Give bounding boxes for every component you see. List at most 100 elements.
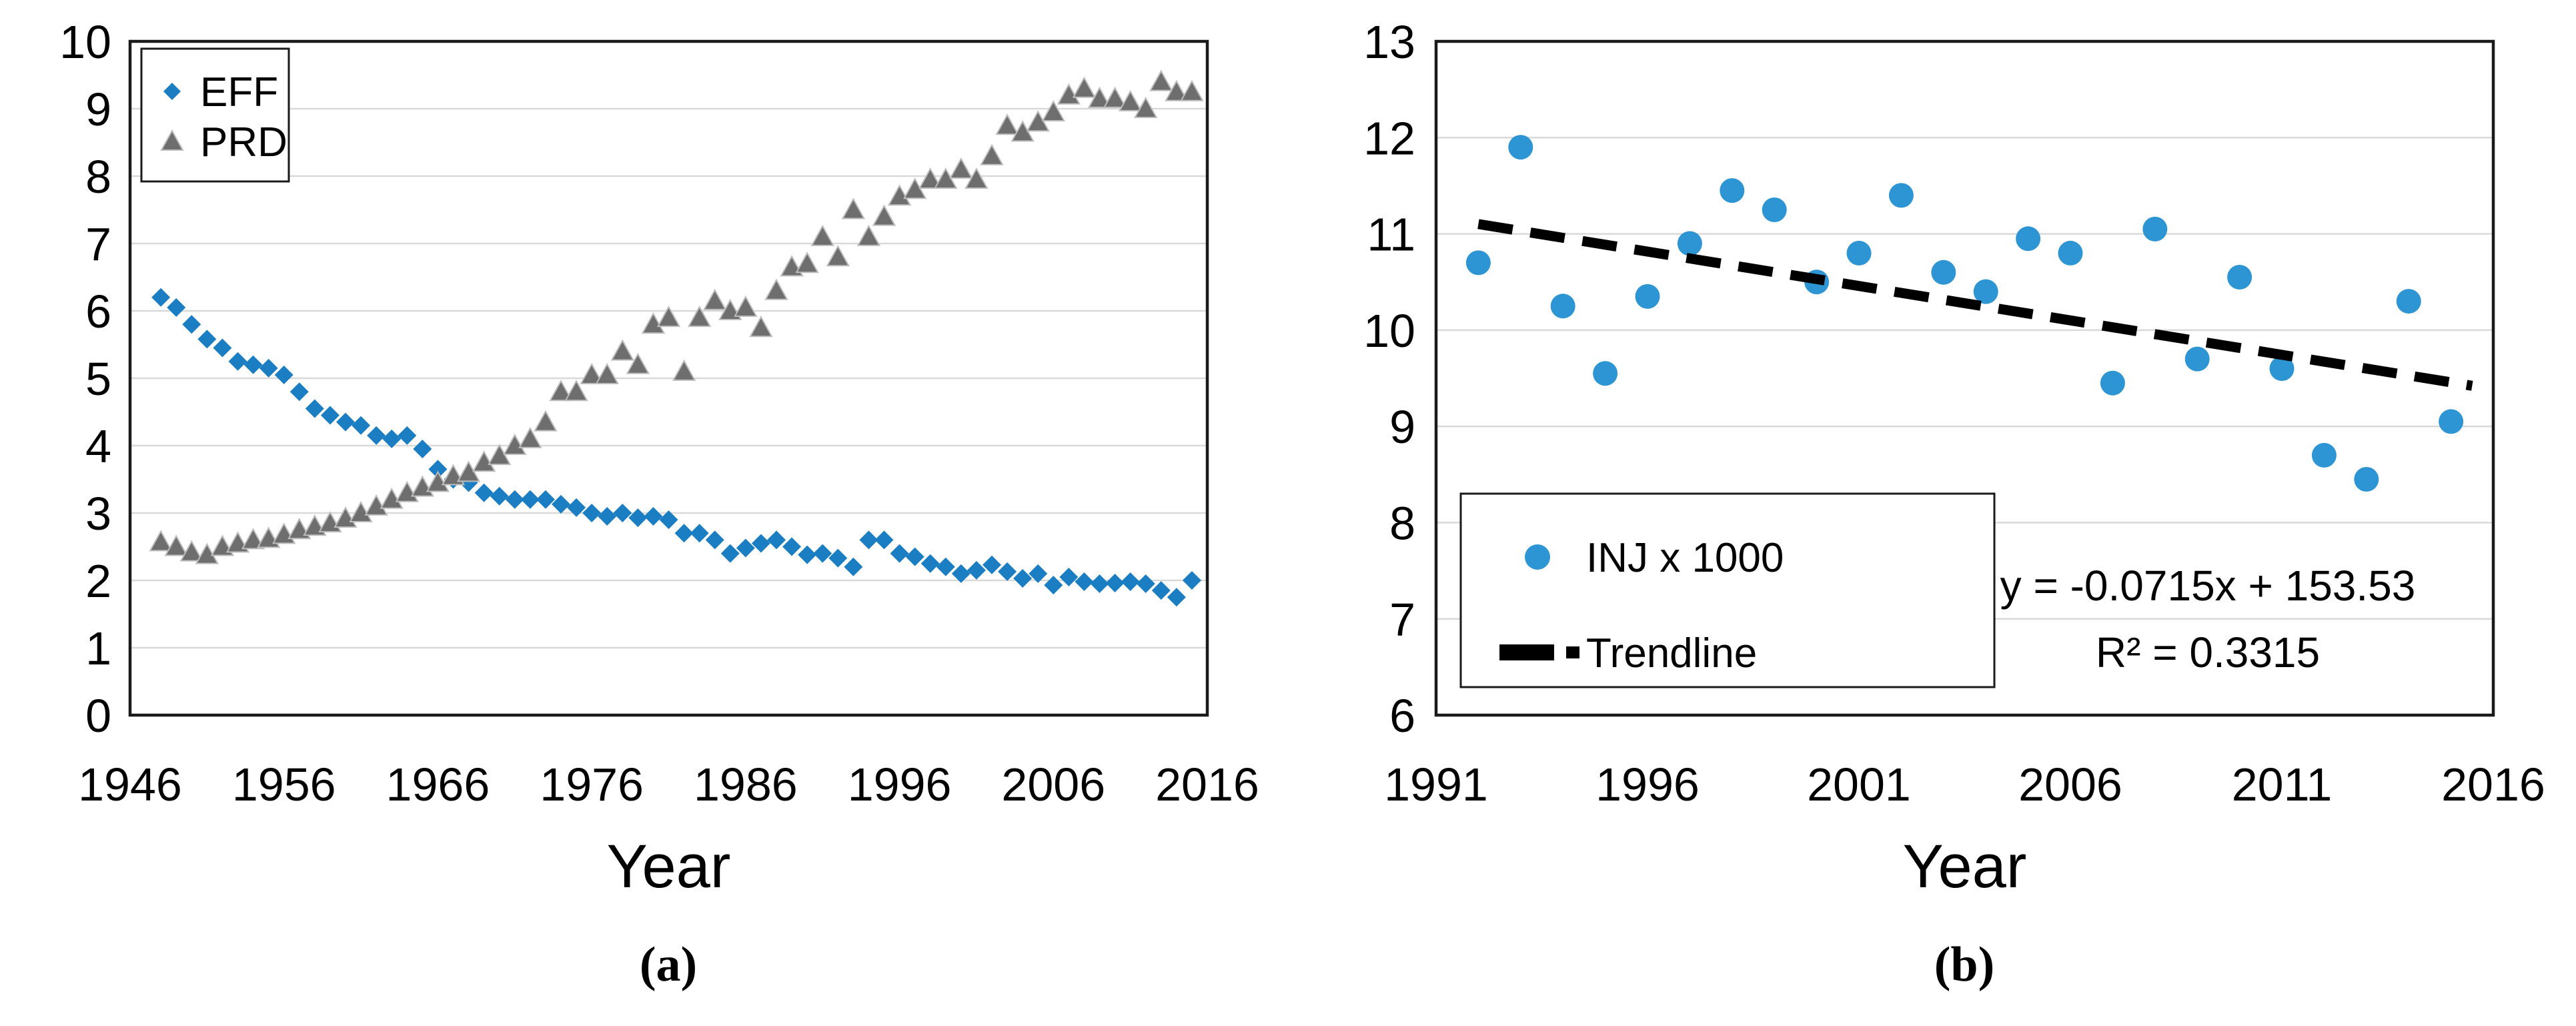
triangle-marker (964, 167, 989, 189)
caption-a: (a) (640, 937, 697, 992)
circle-marker (2396, 289, 2421, 314)
diamond-marker (382, 429, 402, 448)
triangle-marker (1134, 96, 1158, 118)
diamond-marker (582, 504, 602, 522)
diamond-marker (659, 510, 678, 530)
x-tick-label: 1996 (1595, 758, 1700, 811)
x-tick-label: 1986 (694, 758, 798, 811)
diamond-marker (705, 530, 724, 550)
triangle-marker (1072, 76, 1097, 98)
diamond-marker (1105, 574, 1125, 593)
chart-panel-a: 0 1 2 3 4 5 6 7 8 9 10 1946 1956 1966 1976 1986 1996 2006… (59, 16, 1259, 901)
circle-marker (1550, 294, 1575, 319)
diamond-marker (1090, 574, 1109, 594)
diamond-marker (736, 538, 755, 558)
circle-marker (2058, 240, 2083, 266)
diamond-marker (428, 460, 448, 479)
x-tick-label: 1976 (540, 758, 644, 811)
circle-marker (1888, 183, 1914, 208)
diamond-marker (1167, 588, 1186, 607)
circle-marker (2311, 442, 2337, 468)
triangle-marker (1087, 86, 1112, 108)
y-tick-label: 10 (59, 16, 111, 68)
diamond-marker (828, 548, 848, 568)
diamond-marker (228, 352, 247, 371)
x-tick-label: 2006 (1001, 758, 1105, 811)
circle-marker (1720, 178, 1745, 203)
circle-marker (2227, 265, 2252, 290)
triangle-marker (1103, 86, 1127, 108)
x-tick-label: 2001 (1807, 758, 1911, 811)
triangle-marker (1165, 79, 1189, 101)
y-tick-label: 13 (1363, 16, 1415, 68)
triangle-marker (841, 197, 866, 219)
triangle-marker (703, 288, 727, 310)
triangle-marker (179, 540, 203, 562)
y-tick-label: 8 (85, 151, 111, 203)
diamond-marker (1151, 581, 1171, 600)
diamond-marker (890, 544, 909, 563)
legend-box (140, 47, 290, 183)
x-tick-label: 1956 (232, 758, 336, 811)
diamond-marker (967, 560, 986, 580)
triangle-marker (564, 380, 588, 402)
diamond-marker (320, 406, 340, 425)
series-inj-x-1000 (1465, 135, 2464, 492)
x-tick-label: 2016 (1155, 758, 1259, 811)
triangle-marker (918, 167, 942, 189)
legend-marker-circle (1525, 544, 1550, 570)
x-axis-title: Year (607, 833, 731, 901)
y-tick-label: 11 (1367, 209, 1415, 261)
triangle-marker (241, 528, 265, 550)
circle-marker (1508, 135, 1533, 160)
diamond-marker (182, 315, 201, 334)
diamond-marker (936, 557, 955, 576)
chart-panel-b: 6 7 8 9 10 11 12 13 1991 1996 2001 2006 2011 2016 Year… (1363, 16, 2545, 901)
x-tick-label: 2011 (2232, 758, 2333, 811)
diamond-marker (413, 440, 432, 459)
triangle-marker (1041, 99, 1065, 122)
diamond-marker (167, 298, 186, 317)
triangle-marker (656, 306, 681, 328)
legend: INJ x 1000 Trendline (1459, 492, 1996, 688)
diamond-marker (305, 399, 324, 418)
circle-marker (1762, 197, 1787, 222)
diamond-marker (213, 338, 232, 358)
diamond-marker (151, 288, 171, 307)
trendline (1477, 219, 2473, 391)
diamond-marker (336, 412, 355, 432)
diamond-marker (243, 355, 263, 374)
diamond-marker (398, 426, 417, 445)
diamond-marker (367, 426, 386, 445)
circle-marker (1465, 250, 1491, 276)
legend-label: Trendline (1586, 630, 1757, 676)
triangle-marker (595, 362, 619, 384)
y-tick-label: 8 (1389, 497, 1415, 549)
series-eff (151, 288, 1201, 607)
triangle-marker (887, 184, 912, 206)
legend-marker-dash (1499, 644, 1579, 660)
triangle-marker (1118, 89, 1143, 111)
triangle-marker (380, 487, 404, 509)
y-tick-label: 9 (85, 83, 111, 135)
x-tick-label: 1991 (1384, 758, 1488, 811)
triangle-marker (687, 306, 712, 328)
x-tick-label: 1996 (848, 758, 952, 811)
x-axis-title: Year (1903, 833, 2027, 901)
trendline-equation: y = -0.0715x + 153.53 (2000, 562, 2416, 610)
circle-marker (1846, 240, 1872, 266)
diamond-marker (274, 365, 293, 384)
series-prd (149, 69, 1204, 564)
diamond-marker (197, 330, 217, 349)
legend-marker-triangle (160, 129, 184, 151)
y-tick-label: 3 (85, 488, 111, 540)
caption-b: (b) (1934, 937, 1994, 992)
y-tick-label: 6 (1389, 690, 1415, 742)
diamond-marker (628, 508, 648, 528)
y-tick-label: 0 (85, 690, 111, 742)
x-tick-label: 2016 (2441, 758, 2545, 811)
diamond-marker (767, 530, 786, 550)
diamond-marker (874, 530, 894, 550)
circle-marker (2142, 216, 2168, 241)
